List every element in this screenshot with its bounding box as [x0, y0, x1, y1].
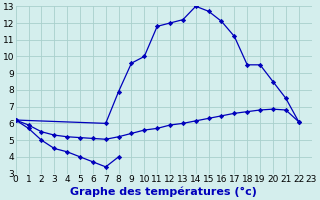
- X-axis label: Graphe des températures (°c): Graphe des températures (°c): [70, 187, 257, 197]
